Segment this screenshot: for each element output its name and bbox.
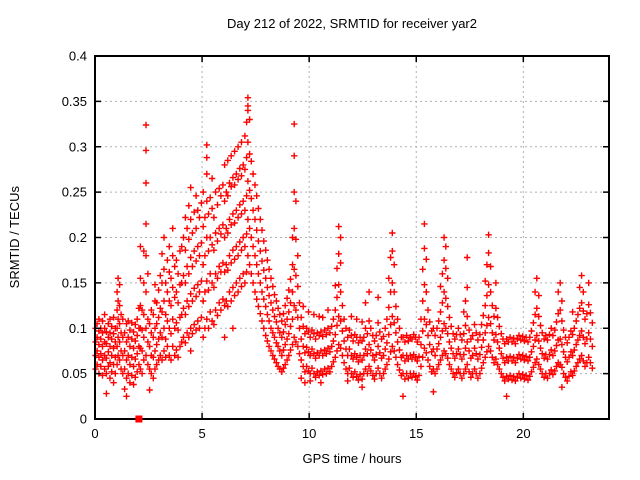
y-tick-label: 0.1 <box>69 321 87 336</box>
x-tick-label: 15 <box>409 426 423 441</box>
x-tick-label: 20 <box>516 426 530 441</box>
y-tick-label: 0.15 <box>62 275 87 290</box>
chart-title: Day 212 of 2022, SRMTID for receiver yar… <box>227 16 477 31</box>
y-tick-label: 0.2 <box>69 230 87 245</box>
grid-lines <box>95 56 609 419</box>
x-tick-label: 0 <box>91 426 98 441</box>
y-tick-label: 0.4 <box>69 49 87 64</box>
y-tick-label: 0.25 <box>62 185 87 200</box>
y-tick-label: 0.05 <box>62 366 87 381</box>
y-tick-label: 0.35 <box>62 94 87 109</box>
plot-border <box>94 55 610 420</box>
x-tick-label: 5 <box>198 426 205 441</box>
y-tick-label: 0 <box>80 412 87 427</box>
y-tick-label: 0.3 <box>69 139 87 154</box>
scatter-points <box>92 94 596 400</box>
x-axis-label: GPS time / hours <box>302 451 402 466</box>
axis-square-marker <box>135 415 143 423</box>
x-tick-label: 10 <box>302 426 316 441</box>
